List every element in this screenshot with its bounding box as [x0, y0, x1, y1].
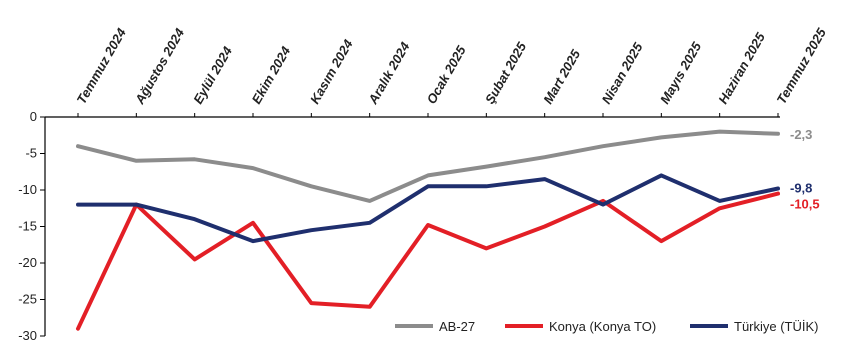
x-tick-label: Eylül 2024	[190, 43, 235, 106]
series-line-1	[76, 191, 780, 331]
series-line-0	[76, 129, 780, 203]
legend-label: Türkiye (TÜİK)	[734, 319, 819, 334]
legend: AB-27 Konya (Konya TO) Türkiye (TÜİK)	[395, 319, 819, 334]
y-tick-label: -5	[25, 146, 37, 161]
y-tick-label: 0	[30, 109, 37, 124]
y-tick-label: -15	[18, 219, 37, 234]
series-layer	[76, 129, 780, 331]
x-tick-label: Ekim 2024	[249, 43, 294, 106]
y-tick-label: -20	[18, 255, 37, 270]
x-tick-label: Mayıs 2025	[657, 39, 705, 107]
x-tick-label: Aralık 2024	[365, 39, 413, 107]
series-end-label: -2,3	[790, 127, 812, 142]
y-tick-label: -25	[18, 292, 37, 307]
x-tick-label: Haziran 2025	[715, 29, 768, 106]
x-tick-label: Temmuz 2025	[774, 25, 830, 107]
legend-label: AB-27	[439, 319, 475, 334]
series-end-label: -9,8	[790, 181, 812, 196]
series-line-2	[76, 173, 780, 244]
label-layer: -2,3 -10,5-9,8	[790, 127, 820, 212]
x-tick-label: Mart 2025	[540, 46, 583, 106]
axis-layer: 0 -5 -10 -15 -20 -25 -30 Temmuz 2024 Ağustos 202…	[18, 25, 829, 343]
legend-label: Konya (Konya TO)	[549, 319, 656, 334]
x-tick-label: Kasım 2024	[307, 36, 356, 106]
x-tick-label: Ocak 2025	[424, 43, 470, 107]
y-tick-label: -10	[18, 182, 37, 197]
x-tick-label: Nisan 2025	[599, 40, 646, 107]
y-tick-label: -30	[18, 328, 37, 343]
x-tick-label: Temmuz 2024	[74, 25, 130, 107]
series-end-label: -10,5	[790, 197, 820, 212]
x-tick-label: Ağustos 2024	[131, 25, 187, 107]
x-tick-label: Şubat 2025	[482, 39, 530, 107]
